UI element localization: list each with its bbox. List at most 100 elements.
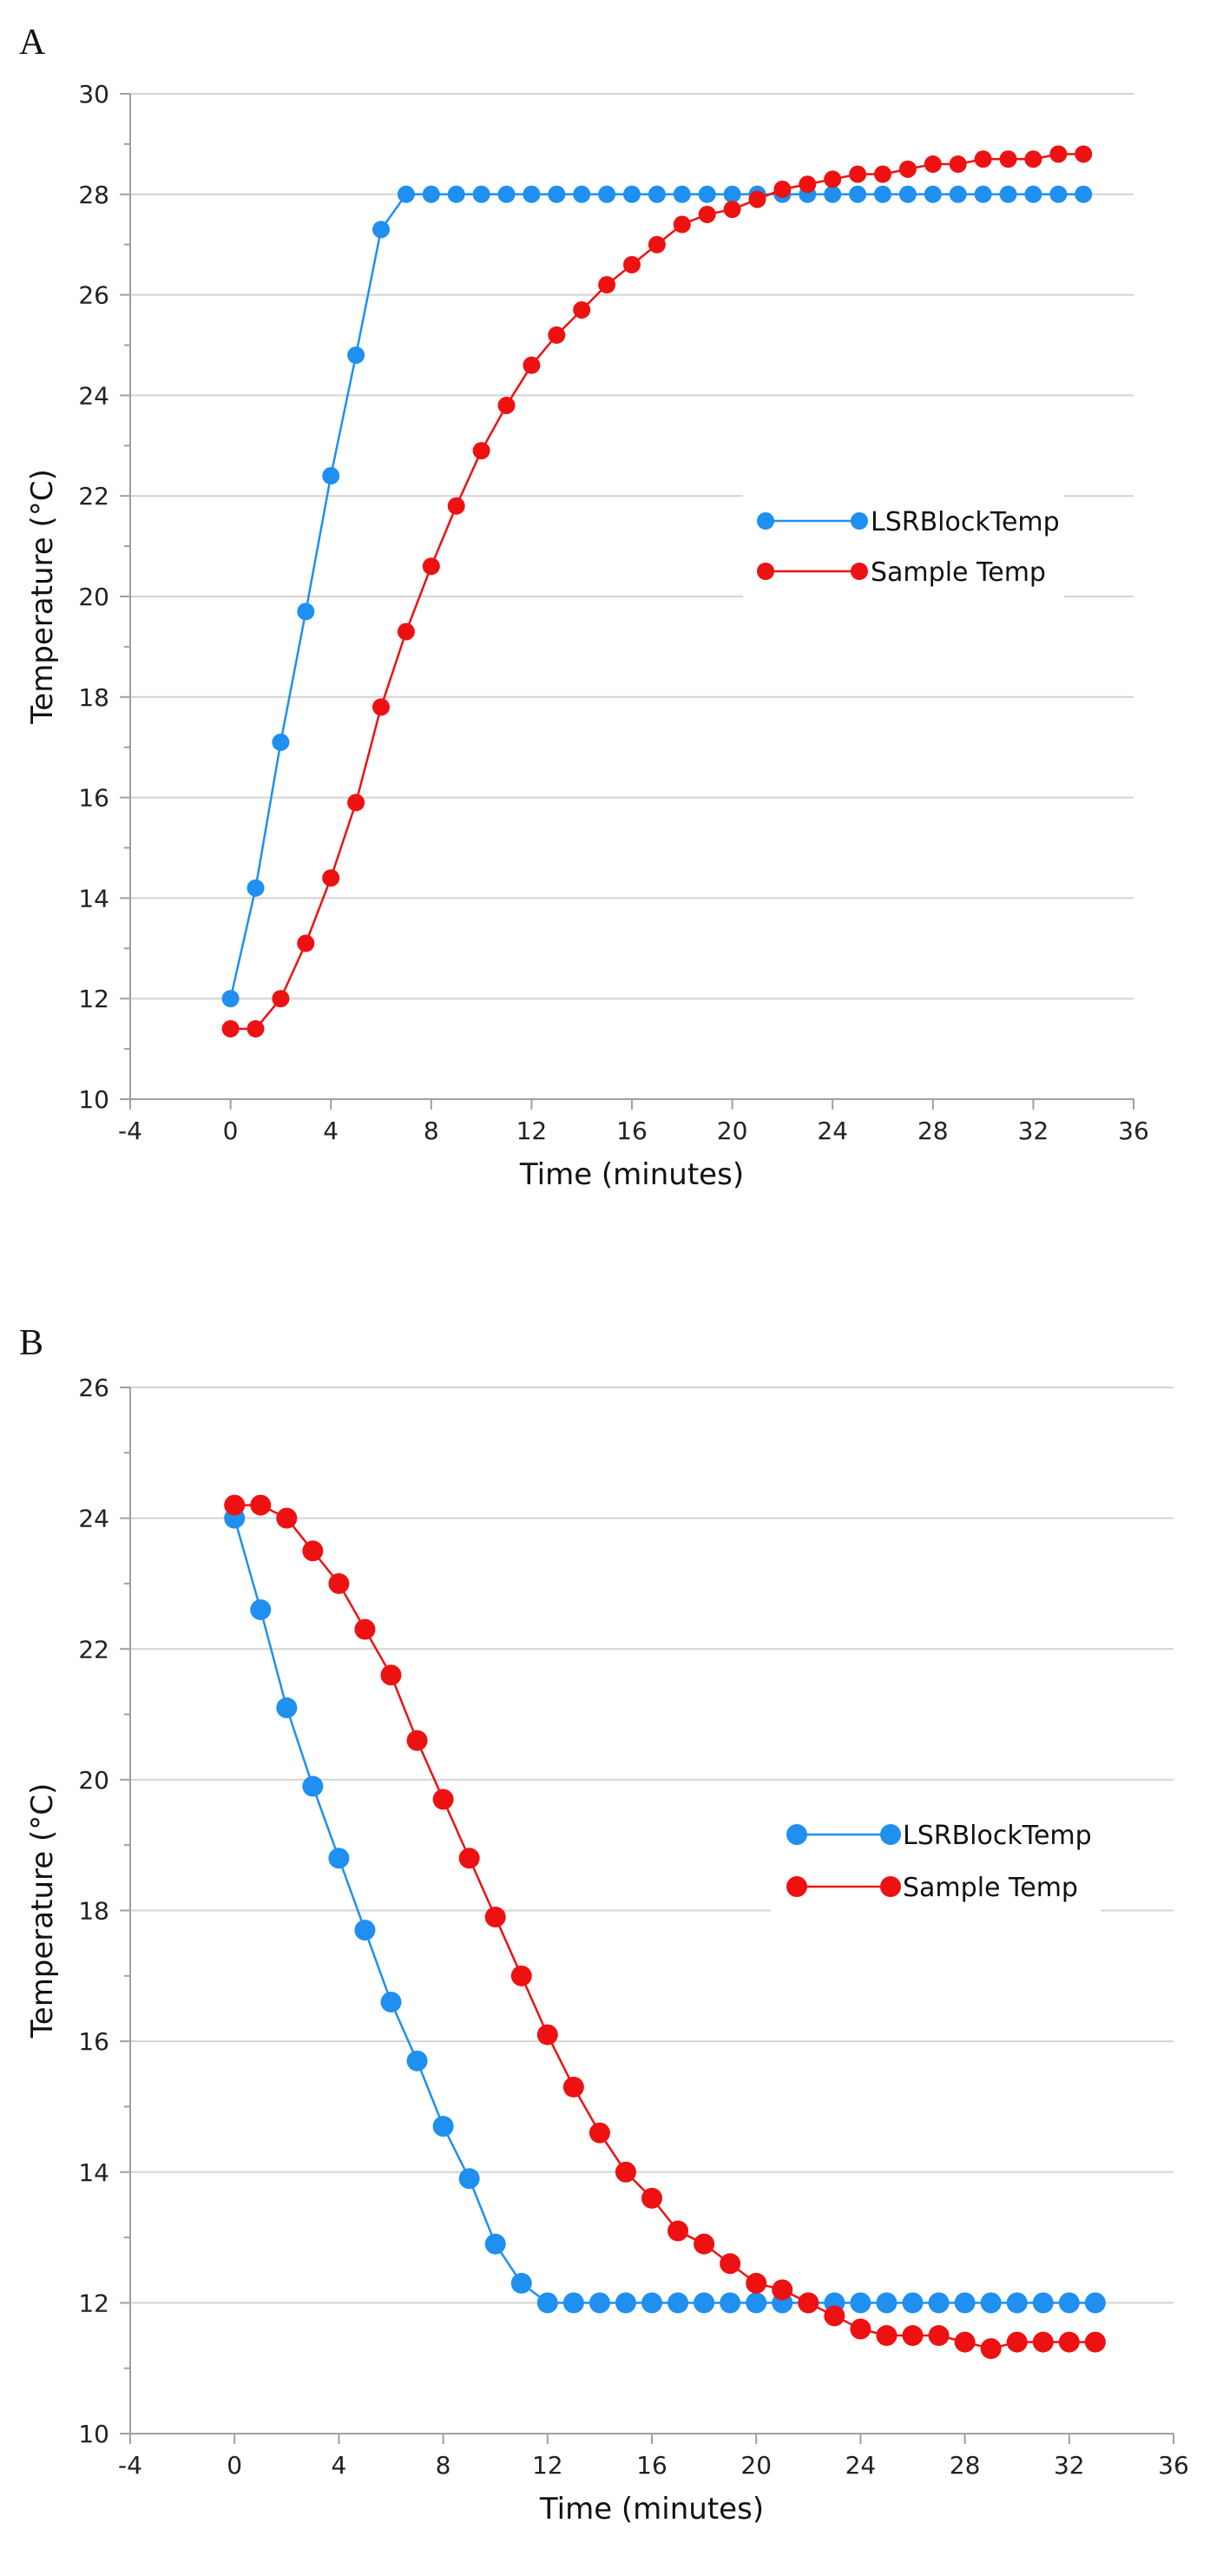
data-point-sample-temp: [694, 2233, 715, 2255]
data-point-lsrblocktemp: [328, 1848, 350, 1869]
data-point-sample-temp: [1084, 2331, 1106, 2353]
data-point-sample-temp: [902, 2325, 924, 2347]
data-point-lsrblocktemp: [673, 185, 691, 203]
data-point-sample-temp: [536, 2024, 558, 2046]
data-point-sample-temp: [224, 1494, 246, 1516]
data-point-lsrblocktemp: [432, 2116, 454, 2138]
y-tick-label: 24: [78, 381, 109, 410]
data-point-lsrblocktemp: [250, 1599, 272, 1621]
y-tick-label: 26: [78, 1374, 109, 1402]
y-tick-label: 18: [78, 683, 109, 712]
data-point-sample-temp: [1024, 150, 1042, 168]
legend-background: [743, 483, 1064, 604]
y-tick-label: 28: [78, 181, 109, 209]
data-point-sample-temp: [422, 557, 440, 576]
data-point-lsrblocktemp: [322, 467, 340, 485]
data-point-sample-temp: [1049, 145, 1068, 163]
data-point-lsrblocktemp: [1075, 185, 1093, 203]
data-point-sample-temp: [347, 794, 365, 812]
x-tick-label: 28: [917, 1117, 949, 1145]
x-tick-label: 4: [331, 2451, 346, 2480]
data-point-sample-temp: [641, 2187, 662, 2209]
y-tick-label: 18: [78, 1897, 109, 1926]
data-point-lsrblocktemp: [1049, 185, 1068, 203]
data-point-sample-temp: [432, 1789, 454, 1810]
data-point-lsrblocktemp: [974, 185, 992, 203]
data-point-lsrblocktemp: [598, 185, 616, 203]
data-point-sample-temp: [573, 300, 591, 319]
panel-b: B -4 0 4 8 12 16 20 24 28 32 36 10 12 14 16 18 20 22 24 26 T…: [19, 1323, 1189, 2527]
data-point-lsrblocktemp: [648, 185, 666, 203]
data-point-sample-temp: [598, 276, 616, 294]
data-point-sample-temp: [272, 990, 290, 1008]
legend-label-lsrblocktemp: LSRBlockTemp: [871, 507, 1060, 537]
x-tick-label: 36: [1158, 2451, 1189, 2480]
legend-marker-lsrblocktemp: [880, 1824, 901, 1845]
legend-marker-lsrblocktemp: [786, 1824, 807, 1845]
data-point-lsrblocktemp: [422, 185, 440, 203]
x-tick-label: 16: [616, 1117, 648, 1145]
data-point-lsrblocktemp: [247, 879, 265, 897]
series-line-sample-temp: [234, 1504, 1095, 2350]
data-point-sample-temp: [949, 155, 967, 174]
data-point-sample-temp: [562, 2076, 584, 2098]
x-tick-label: 20: [717, 1117, 748, 1145]
y-tick-label: 12: [78, 985, 109, 1013]
data-point-lsrblocktemp: [347, 346, 365, 365]
data-point-lsrblocktemp: [458, 2168, 480, 2190]
data-point-sample-temp: [924, 155, 942, 174]
data-point-lsrblocktemp: [849, 185, 867, 203]
data-point-sample-temp: [589, 2122, 610, 2144]
data-point-lsrblocktemp: [548, 185, 566, 203]
data-point-lsrblocktemp: [510, 2272, 532, 2294]
data-point-sample-temp: [667, 2220, 689, 2242]
legend-label-lsrblocktemp: LSRBlockTemp: [903, 1821, 1092, 1851]
x-tick-label: 20: [740, 2451, 772, 2480]
data-point-sample-temp: [798, 2292, 819, 2314]
data-point-sample-temp: [472, 442, 490, 460]
data-point-sample-temp: [615, 2161, 636, 2183]
data-point-sample-temp: [406, 1729, 428, 1751]
data-point-lsrblocktemp: [297, 603, 315, 621]
data-point-lsrblocktemp: [272, 733, 290, 751]
data-point-sample-temp: [548, 326, 566, 344]
data-point-sample-temp: [980, 2338, 1002, 2360]
panel-letter-a: A: [19, 23, 46, 63]
x-tick-label: 28: [950, 2451, 981, 2480]
data-point-sample-temp: [928, 2325, 950, 2347]
x-tick-label: 12: [532, 2451, 563, 2480]
data-point-lsrblocktemp: [380, 1991, 402, 2013]
data-point-sample-temp: [824, 170, 842, 188]
data-point-lsrblocktemp: [924, 185, 942, 203]
data-point-lsrblocktemp: [1024, 185, 1042, 203]
data-point-lsrblocktemp: [623, 185, 641, 203]
data-point-lsrblocktemp: [523, 185, 541, 203]
data-point-sample-temp: [510, 1965, 532, 1986]
x-tick-label: 32: [1018, 1117, 1049, 1145]
data-point-lsrblocktemp: [484, 2233, 506, 2255]
data-point-sample-temp: [623, 255, 641, 273]
data-point-sample-temp: [354, 1618, 376, 1640]
data-point-sample-temp: [850, 2318, 871, 2340]
series-line-lsrblocktemp: [233, 1518, 1095, 2304]
data-point-sample-temp: [447, 497, 465, 515]
data-point-lsrblocktemp: [641, 2292, 662, 2314]
data-point-lsrblocktemp: [302, 1776, 324, 1797]
data-point-sample-temp: [648, 235, 666, 254]
data-point-sample-temp: [748, 190, 766, 208]
data-point-sample-temp: [523, 356, 541, 374]
data-point-sample-temp: [876, 2325, 898, 2347]
x-tick-label: 12: [516, 1117, 548, 1145]
panel-letter-b: B: [19, 1323, 43, 1363]
data-point-lsrblocktemp: [1058, 2292, 1080, 2314]
legend-marker-sample-temp: [786, 1876, 807, 1897]
data-point-lsrblocktemp: [472, 185, 490, 203]
legend-marker-sample-temp: [851, 563, 868, 580]
data-point-sample-temp: [297, 934, 315, 952]
data-point-lsrblocktemp: [573, 185, 591, 203]
data-point-lsrblocktemp: [874, 185, 891, 203]
data-point-sample-temp: [1075, 145, 1093, 163]
data-point-lsrblocktemp: [1084, 2292, 1106, 2314]
x-tick-label: 16: [636, 2451, 667, 2480]
